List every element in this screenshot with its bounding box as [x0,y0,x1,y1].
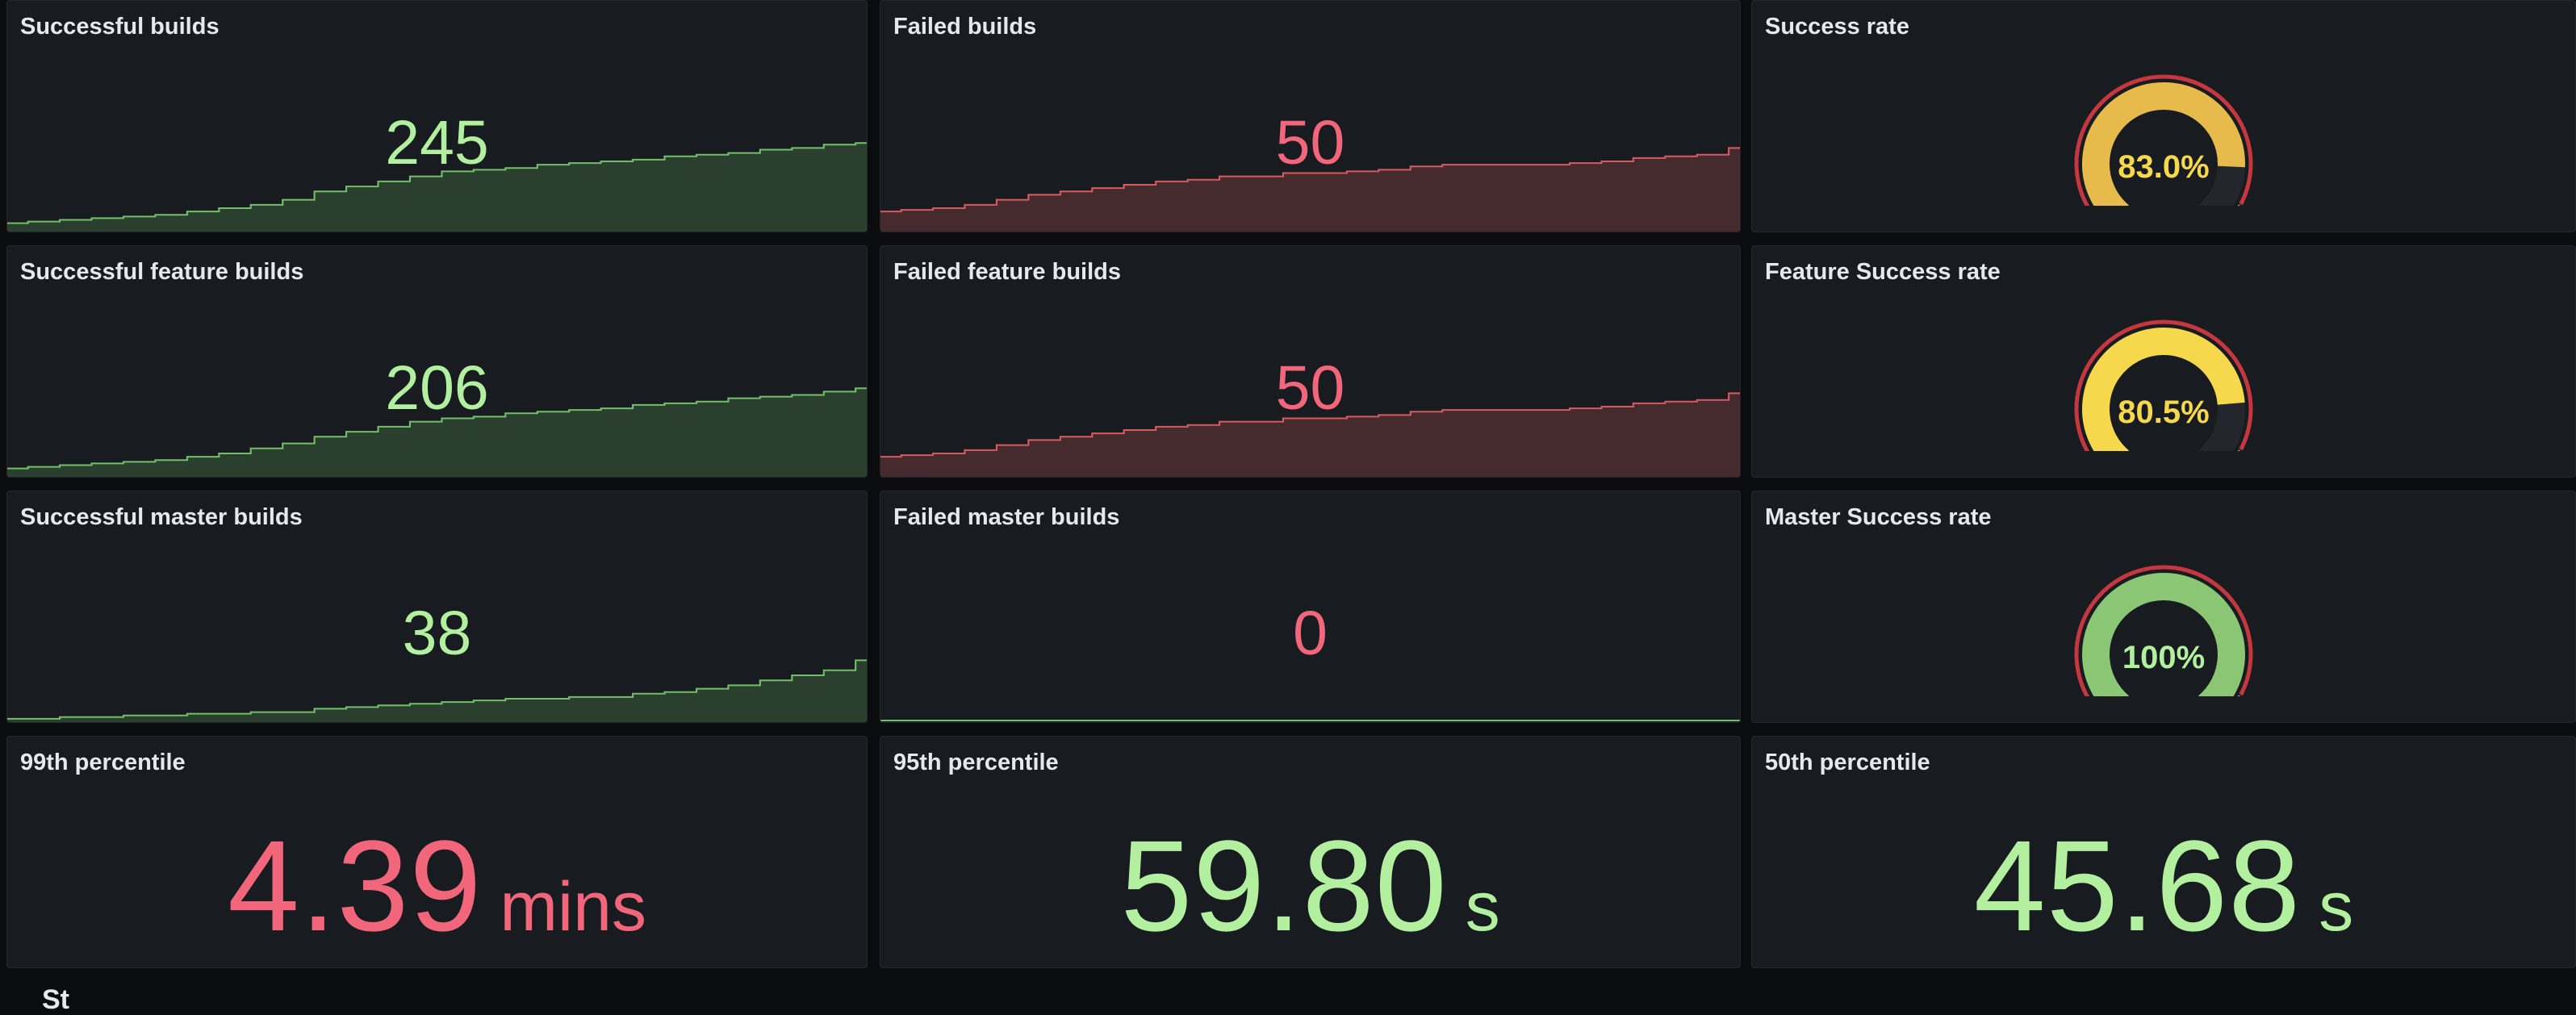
stat-number: 45.68 [1974,813,2301,958]
panel-feature-success-rate[interactable]: Feature Success rate 80.5% [1751,245,2576,478]
stat-unit: mins [500,868,646,946]
sparkline-area [880,148,1740,232]
panel-title: Success rate [1765,14,1909,40]
panel-failed-feature-builds[interactable]: Failed feature builds 50 [880,245,1741,478]
panel-title: 99th percentile [20,750,186,776]
sparkline-area [880,393,1740,477]
panel-failed-master-builds[interactable]: Failed master builds 0 [880,491,1741,723]
panel-title: Failed feature builds [893,259,1121,286]
panel-title: 50th percentile [1765,750,1930,776]
panel-master-success-rate[interactable]: Master Success rate 100% [1751,491,2576,723]
panel-successful-master-builds[interactable]: Successful master builds 38 [6,491,868,723]
sparkline-area [7,143,867,232]
sparkline [7,135,867,232]
panel-title: Feature Success rate [1765,259,2001,286]
sparkline-flat [880,625,1740,722]
sparkline-area [7,660,867,722]
sparkline [7,625,867,722]
row-header-label[interactable]: St [42,986,69,1013]
stat-unit: s [1466,868,1500,946]
sparkline [880,135,1740,232]
gauge-value: 100% [1752,641,2575,674]
panel-title: Failed master builds [893,504,1119,531]
gauge-value: 80.5% [1752,396,2575,428]
stat-number: 59.80 [1120,813,1447,958]
panel-successful-feature-builds[interactable]: Successful feature builds 206 [6,245,868,478]
stat-unit: s [2319,868,2353,946]
panel-title: Master Success rate [1765,504,1992,531]
stat-number: 4.39 [228,813,482,958]
gauge [2067,314,2260,451]
gauge [2067,559,2260,696]
panel-failed-builds[interactable]: Failed builds 50 [880,0,1741,232]
sparkline [880,380,1740,477]
panel-title: Successful feature builds [20,259,303,286]
sparkline-area [7,388,867,477]
panel-success-rate[interactable]: Success rate 83.0% [1751,0,2576,232]
gauge-value: 83.0% [1752,151,2575,183]
panel-title: Successful builds [20,14,220,40]
sparkline [7,380,867,477]
panel-title: Failed builds [893,14,1036,40]
panel-title: 95th percentile [893,750,1059,776]
gauge [2067,69,2260,206]
panel-successful-builds[interactable]: Successful builds 245 [6,0,868,232]
panel-title: Successful master builds [20,504,303,531]
